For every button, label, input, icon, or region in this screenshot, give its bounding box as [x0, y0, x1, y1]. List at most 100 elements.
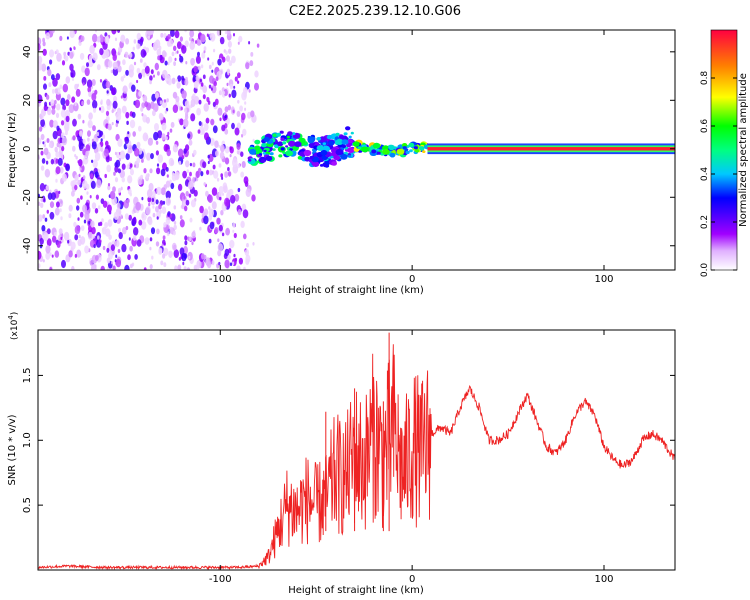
signal-blob [341, 139, 349, 145]
noise-speck [90, 173, 94, 179]
noise-speck [218, 261, 221, 266]
noise-speck [52, 120, 58, 129]
noise-speck [224, 114, 227, 119]
noise-speck [237, 187, 241, 193]
noise-speck [42, 214, 46, 219]
noise-speck [147, 137, 153, 146]
noise-speck [87, 137, 90, 142]
noise-speck [79, 211, 84, 218]
noise-speck [127, 254, 131, 261]
signal-blob [285, 150, 294, 157]
noise-speck [254, 70, 259, 78]
noise-speck [145, 173, 149, 179]
noise-speck [167, 62, 170, 66]
x-tick-label: 0 [409, 274, 415, 285]
noise-speck [60, 120, 65, 126]
noise-speck [82, 204, 88, 213]
noise-speck [121, 105, 127, 114]
noise-speck [86, 191, 89, 195]
noise-speck [212, 125, 218, 134]
noise-speck [90, 220, 95, 228]
noise-speck [155, 92, 159, 99]
noise-speck [224, 171, 229, 178]
noise-speck [65, 163, 70, 172]
signal-blob [286, 135, 290, 139]
noise-speck [189, 217, 193, 223]
signal-blob [340, 153, 348, 160]
noise-speck [99, 79, 103, 83]
noise-speck [68, 250, 73, 258]
noise-speck [77, 113, 82, 120]
noise-speck [124, 137, 127, 142]
noise-speck [228, 48, 232, 54]
noise-speck [206, 33, 209, 37]
colorbar-label: Normalized spectral amplitude [738, 73, 749, 227]
noise-speck [59, 84, 63, 90]
signal-blob [279, 130, 284, 134]
noise-speck [95, 30, 97, 33]
noise-speck [195, 55, 201, 64]
noise-speck [128, 237, 131, 241]
noise-speck [51, 88, 55, 94]
noise-speck [129, 245, 133, 252]
noise-speck [100, 265, 105, 270]
noise-speck [205, 257, 211, 266]
noise-speck [237, 41, 240, 45]
noise-speck [200, 64, 204, 69]
noise-speck [74, 225, 81, 235]
noise-speck [86, 79, 93, 88]
noise-speck [124, 264, 130, 270]
noise-speck [211, 84, 217, 94]
noise-speck [224, 106, 229, 113]
noise-speck [152, 212, 156, 218]
noise-speck [162, 200, 166, 205]
noise-speck [232, 158, 238, 168]
noise-speck [149, 168, 153, 174]
noise-speck [49, 119, 54, 128]
noise-speck [129, 119, 136, 129]
noise-speck [190, 113, 196, 122]
noise-speck [200, 171, 204, 177]
noise-speck [144, 101, 149, 108]
noise-speck [51, 74, 55, 81]
signal-blob [291, 132, 296, 136]
noise-speck [41, 158, 46, 164]
noise-speck [157, 55, 161, 61]
noise-speck [236, 150, 240, 155]
noise-speck [224, 197, 230, 207]
noise-speck [94, 152, 101, 161]
noise-speck [38, 126, 43, 132]
noise-speck [149, 246, 152, 251]
noise-speck [44, 140, 47, 144]
noise-speck [114, 162, 118, 168]
signal-blob [414, 148, 420, 153]
noise-speck [207, 160, 210, 165]
noise-speck [241, 161, 246, 168]
noise-speck [176, 41, 182, 49]
noise-speck [72, 145, 76, 152]
noise-speck [61, 146, 65, 152]
signal-blob [335, 138, 344, 145]
noise-speck [65, 115, 70, 123]
noise-speck [141, 196, 144, 201]
noise-speck [219, 117, 222, 122]
signal-blob [263, 149, 267, 153]
noise-speck [68, 104, 75, 114]
x-tick-label: 100 [594, 574, 613, 585]
noise-speck [227, 167, 230, 172]
noise-speck [99, 221, 103, 226]
noise-speck [173, 220, 177, 225]
noise-speck [81, 100, 84, 106]
noise-speck [58, 143, 62, 148]
snr-multiplier: (x104) [7, 312, 20, 340]
noise-speck [74, 154, 77, 158]
noise-speck [184, 100, 190, 108]
noise-speck [111, 109, 114, 114]
noise-speck [227, 71, 230, 76]
noise-speck [211, 69, 214, 73]
signal-blob [265, 155, 273, 162]
noise-speck [202, 85, 208, 94]
noise-speck [75, 88, 81, 97]
noise-speck [215, 150, 219, 157]
noise-speck [203, 123, 209, 132]
